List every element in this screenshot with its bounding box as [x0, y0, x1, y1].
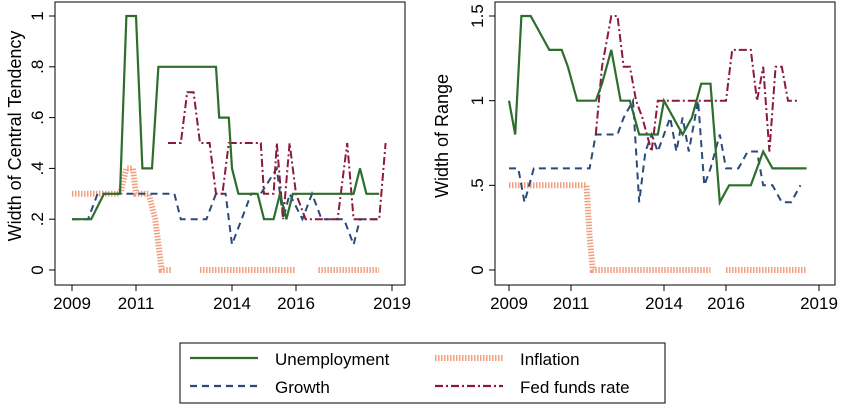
legend-label-fedfunds: Fed funds rate: [520, 378, 630, 397]
series-line-inflation: [509, 182, 711, 273]
series-line-inflation: [72, 165, 172, 273]
plot-frame: [494, 1, 836, 286]
y-tick-label: 1.5: [468, 4, 487, 28]
x-tick-label: 2016: [707, 294, 745, 313]
x-tick-label: 2009: [53, 294, 91, 313]
series-layer: [72, 14, 387, 273]
x-tick-label: 2011: [553, 294, 590, 313]
x-tick-label: 2014: [213, 294, 251, 313]
x-tick-label: 2014: [645, 294, 683, 313]
series-line-unemployment: [507, 14, 807, 207]
y-tick-label: 0: [28, 265, 47, 274]
legend-frame: [179, 342, 666, 404]
x-tick-label: 2009: [490, 294, 528, 313]
x-tick-label: 2019: [800, 294, 838, 313]
y-tick-label: 1: [28, 11, 47, 20]
y-tick-label: .6: [28, 111, 47, 125]
series-line-growth: [509, 97, 802, 204]
series-line-fedfunds: [168, 91, 387, 221]
y-axis-title: Width of Range: [432, 74, 452, 198]
plot-frame: [54, 1, 406, 286]
legend-label-growth: Growth: [275, 378, 330, 397]
axis-ticks: 2009 2011 2014 2016 2019 0 .2 .4 .6 .8 1: [28, 11, 411, 313]
axis-ticks: 2009 2011 2014 2016 2019 0 .5 1 1.5: [468, 4, 838, 313]
y-tick-label: .5: [468, 178, 487, 192]
y-tick-label: 1: [468, 96, 487, 105]
panel-right-range: Width of Range 2009 2011 2014 2016 2019 0 .5 1 1…: [432, 1, 838, 313]
y-axis-title: Width of Central Tendency: [5, 31, 25, 242]
panel-left-central-tendency: Width of Central Tendency 2009 2011 2014 20…: [5, 1, 411, 313]
legend-label-inflation: Inflation: [520, 350, 580, 369]
y-tick-label: .4: [28, 161, 47, 175]
series-line-fedfunds: [594, 15, 798, 152]
series-layer: [507, 14, 807, 273]
y-tick-label: .2: [28, 212, 47, 226]
legend-label-unemployment: Unemployment: [275, 350, 390, 369]
x-tick-label: 2019: [373, 294, 411, 313]
x-tick-label: 2016: [277, 294, 315, 313]
y-tick-label: 0: [468, 265, 487, 274]
series-line-growth: [72, 165, 383, 248]
legend: Unemployment Inflation Growth Fed funds …: [179, 342, 666, 404]
x-tick-label: 2011: [118, 294, 155, 313]
y-tick-label: .8: [28, 60, 47, 74]
series-line-unemployment: [72, 14, 380, 221]
